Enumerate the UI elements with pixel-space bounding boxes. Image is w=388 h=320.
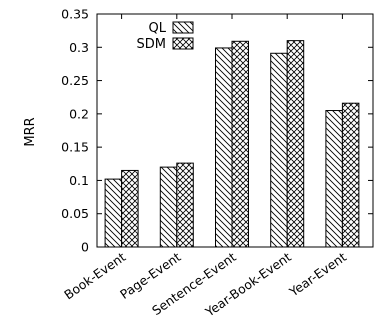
- y-tick-label: 0.3: [69, 40, 89, 55]
- bar-sdm: [286, 40, 305, 248]
- y-tick-label: 0.1: [69, 173, 89, 188]
- y-tick-label: 0: [81, 240, 89, 255]
- x-tick-label: Year-Event: [286, 249, 350, 300]
- bar-ql: [104, 178, 123, 248]
- y-tick-label: 0.15: [61, 140, 89, 155]
- bar-ql: [159, 166, 178, 248]
- x-axis-ticks: Book-EventPage-EventSentence-EventYear-B…: [61, 14, 349, 320]
- bar-ql: [215, 47, 233, 248]
- legend-label-ql: QL: [149, 21, 167, 36]
- y-axis-label: MRR: [23, 117, 38, 146]
- bar-sdm: [231, 40, 249, 248]
- y-axis-ticks: 0 0.05 0.1 0.15 0.2 0.25 0.3 0.35: [61, 7, 373, 255]
- y-tick-label: 0.35: [61, 7, 89, 22]
- bar-ql: [270, 52, 288, 248]
- bars-group: [104, 40, 360, 248]
- y-tick-label: 0.25: [61, 73, 89, 88]
- y-tick-label: 0.2: [69, 106, 89, 121]
- legend-swatch-ql: [172, 21, 194, 34]
- bar-sdm: [121, 169, 139, 248]
- x-tick-label: Book-Event: [61, 249, 128, 302]
- bar-ql: [325, 110, 343, 248]
- bar-sdm: [341, 102, 360, 248]
- legend-swatch-sdm: [172, 37, 194, 50]
- y-tick-label: 0.05: [61, 206, 89, 221]
- legend-label-sdm: SDM: [137, 37, 166, 52]
- bar-sdm: [176, 162, 194, 248]
